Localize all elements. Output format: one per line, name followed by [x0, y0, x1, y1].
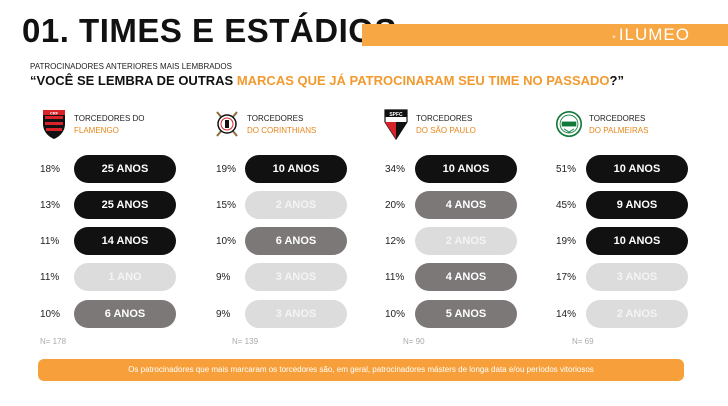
brand-bar: ▪ ILUMEO	[362, 24, 728, 46]
sponsor-duration-pill: 3 ANOS	[586, 263, 688, 291]
rank-percentage: 10%	[385, 309, 406, 320]
sponsor-duration-pill: 5 ANOS	[415, 300, 517, 328]
question-highlight: MARCAS QUE JÁ PATROCINARAM SEU TIME NO P…	[236, 73, 610, 88]
rank-percentage: 11%	[40, 272, 60, 283]
sponsor-duration-pill: 2 ANOS	[586, 300, 688, 328]
sponsor-duration-pill: 25 ANOS	[74, 155, 176, 183]
team-label: TORCEDORES	[416, 114, 473, 123]
team-header-palmeiras: TORCEDORES DO PALMEIRAS	[556, 108, 726, 140]
palmeiras-crest-icon	[556, 111, 582, 137]
rank-percentage: 9%	[216, 272, 231, 283]
sponsor-duration-pill: 14 ANOS	[74, 227, 176, 255]
rank-percentage: 17%	[556, 272, 577, 283]
team-name: DO SÃO PAULO	[416, 126, 476, 135]
rank-percentage: 13%	[40, 200, 61, 211]
sponsor-duration-pill: 10 ANOS	[415, 155, 517, 183]
team-header-flamengo: CRF TORCEDORES DO FLAMENGO	[41, 108, 211, 140]
team-label: TORCEDORES	[247, 114, 304, 123]
team-label: TORCEDORES	[589, 114, 646, 123]
rank-percentage: 11%	[385, 272, 405, 283]
subtitle: PATROCINADORES ANTERIORES MAIS LEMBRADOS	[30, 62, 232, 71]
brand-mark-icon: ▪	[612, 32, 617, 43]
corinthians-crest-icon	[216, 111, 238, 137]
team-label: TORCEDORES DO	[74, 114, 145, 123]
team-name: DO CORINTHIANS	[247, 126, 317, 135]
sponsor-duration-pill: 2 ANOS	[245, 191, 347, 219]
rank-percentage: 14%	[556, 309, 577, 320]
rank-percentage: 34%	[385, 164, 406, 175]
question-part1: “VOCÊ SE LEMBRA DE OUTRAS	[30, 73, 237, 88]
sample-size: N= 139	[232, 337, 259, 346]
rank-percentage: 9%	[216, 309, 231, 320]
team-name: DO PALMEIRAS	[589, 126, 649, 135]
brand-name: ILUMEO	[618, 25, 690, 44]
rank-percentage: 20%	[385, 200, 406, 211]
rank-percentage: 12%	[385, 236, 406, 247]
question: “VOCÊ SE LEMBRA DE OUTRAS MARCAS QUE JÁ …	[30, 73, 624, 88]
sponsor-duration-pill: 10 ANOS	[586, 155, 688, 183]
team-header-sao-paulo: SPFC TORCEDORES DO SÃO PAULO	[383, 108, 553, 140]
svg-text:CRF: CRF	[50, 110, 59, 115]
sponsor-duration-pill: 1 ANO	[74, 263, 176, 291]
sponsor-duration-pill: 6 ANOS	[245, 227, 347, 255]
rank-percentage: 11%	[40, 236, 60, 247]
svg-text:SPFC: SPFC	[389, 112, 403, 118]
rank-percentage: 10%	[40, 309, 61, 320]
sample-size: N= 178	[40, 337, 67, 346]
sponsor-duration-pill: 9 ANOS	[586, 191, 688, 219]
conclusion-banner: Os patrocinadores que mais marcaram os t…	[38, 359, 684, 381]
sample-size: N= 69	[572, 337, 594, 346]
sponsor-duration-pill: 10 ANOS	[245, 155, 347, 183]
flamengo-crest-icon: CRF	[43, 110, 65, 139]
sponsor-duration-pill: 4 ANOS	[415, 191, 517, 219]
sponsor-duration-pill: 25 ANOS	[74, 191, 176, 219]
rank-percentage: 19%	[556, 236, 577, 247]
rank-percentage: 10%	[216, 236, 237, 247]
page-title: 01. TIMES E ESTÁDIOS	[22, 12, 397, 49]
sponsor-duration-pill: 2 ANOS	[415, 227, 517, 255]
sponsor-duration-pill: 6 ANOS	[74, 300, 176, 328]
rank-percentage: 51%	[556, 164, 577, 175]
rank-percentage: 18%	[40, 164, 61, 175]
team-header-corinthians: TORCEDORES DO CORINTHIANS	[214, 108, 384, 140]
sponsor-duration-pill: 3 ANOS	[245, 300, 347, 328]
rank-percentage: 19%	[216, 164, 237, 175]
sponsor-duration-pill: 10 ANOS	[586, 227, 688, 255]
sample-size: N= 90	[403, 337, 425, 346]
sponsor-duration-pill: 3 ANOS	[245, 263, 347, 291]
brand-logo: ▪ ILUMEO	[612, 24, 690, 46]
sao-paulo-crest-icon: SPFC	[384, 109, 408, 140]
team-name: FLAMENGO	[74, 126, 119, 135]
question-part2: ?”	[609, 73, 624, 88]
rank-percentage: 15%	[216, 200, 237, 211]
rank-percentage: 45%	[556, 200, 577, 211]
sponsor-duration-pill: 4 ANOS	[415, 263, 517, 291]
